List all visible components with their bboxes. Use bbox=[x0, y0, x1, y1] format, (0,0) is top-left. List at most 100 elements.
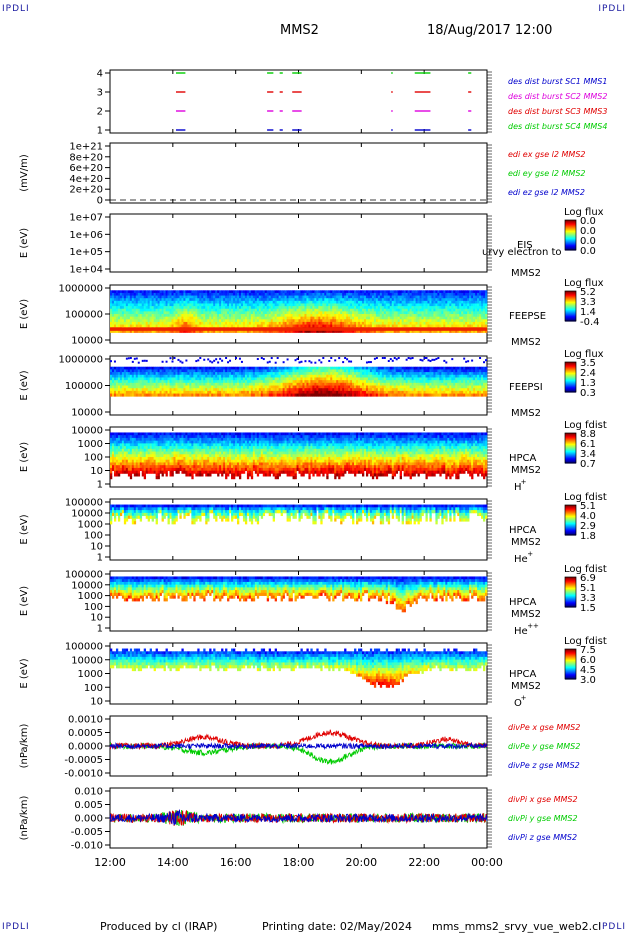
feepsi-heat-cell bbox=[340, 393, 343, 397]
feepse-heat-cell bbox=[155, 292, 158, 296]
feepsi-heat-cell bbox=[167, 393, 170, 397]
feepse-heat-cell bbox=[346, 300, 349, 304]
feepsi-heat-cell bbox=[375, 388, 379, 392]
feepse-heat-cell bbox=[246, 292, 250, 296]
feepsi-heat-cell bbox=[155, 393, 158, 397]
feepsi-heat-cell bbox=[161, 380, 164, 384]
feepse-heat-cell bbox=[167, 295, 170, 299]
feepse-heat-cell bbox=[320, 295, 323, 299]
feepse-heat-cell bbox=[177, 321, 180, 325]
feepsi-heat-cell bbox=[248, 372, 252, 376]
feepse-heat-cell bbox=[141, 324, 145, 328]
feepsi-heat-cell bbox=[209, 377, 212, 381]
feepse-heat-cell bbox=[389, 300, 393, 304]
feepse-cbar-step bbox=[565, 292, 576, 294]
feepse-heat-cell bbox=[137, 329, 141, 333]
feepse-heat-cell bbox=[133, 308, 137, 312]
feepsi-heat-cell bbox=[358, 382, 361, 386]
feepse-heat-cell bbox=[360, 300, 363, 304]
feepse-heat-cell bbox=[258, 319, 262, 323]
feepsi-heat-cell bbox=[266, 366, 270, 370]
feepsi-heat-cell bbox=[286, 382, 289, 386]
feepsi-heat-cell bbox=[169, 366, 172, 370]
feepsi-heat-cell bbox=[159, 374, 162, 378]
feepsi-heat-cell bbox=[123, 377, 127, 381]
feepsi-heat-cell bbox=[115, 393, 119, 397]
feepse-heat-cell bbox=[415, 316, 418, 320]
feepse-heat-cell bbox=[284, 290, 287, 294]
feepse-heat-cell bbox=[252, 324, 256, 328]
feepse-heat-cell bbox=[441, 321, 444, 325]
feepsi-heat-cell bbox=[369, 374, 373, 378]
feepsi-heat-cell bbox=[296, 366, 299, 370]
feepse-heat-cell bbox=[250, 329, 254, 333]
feepsi-heat-cell bbox=[215, 366, 218, 370]
feepse-heat-cell bbox=[296, 308, 299, 312]
feepse-heat-cell bbox=[361, 298, 365, 302]
feepse-heat-cell bbox=[284, 303, 287, 307]
feepsi-heat-cell bbox=[233, 388, 236, 392]
feepse-heat-cell bbox=[115, 303, 119, 307]
feepsi-heat-cell bbox=[252, 369, 256, 373]
feepse-heat-cell bbox=[139, 324, 143, 328]
feepsi-heat-cell bbox=[276, 369, 279, 373]
feepse-heat-cell bbox=[131, 308, 135, 312]
feepse-heat-cell bbox=[215, 303, 218, 307]
feepse-heat-cell bbox=[477, 303, 480, 307]
feepse-heat-cell bbox=[189, 300, 192, 304]
feepsi-heat-speckle bbox=[240, 360, 243, 363]
feepsi-heat-cell bbox=[113, 372, 117, 376]
feepse-heat-cell bbox=[268, 319, 272, 323]
feepse-heat-cell bbox=[316, 311, 319, 315]
feepse-heat-cell bbox=[467, 300, 470, 304]
feepse-heat-cell bbox=[342, 300, 345, 304]
feepse-heat-cell bbox=[215, 295, 218, 299]
feepse-heat-cell bbox=[207, 298, 210, 302]
feepse-heat-cell bbox=[165, 321, 168, 325]
feepse-heat-cell bbox=[286, 316, 289, 320]
feepse-heat-cell bbox=[264, 314, 268, 318]
feepsi-heat-cell bbox=[219, 388, 222, 392]
feepsi-heat-cell bbox=[338, 372, 341, 376]
feepse-heat-cell bbox=[445, 319, 448, 323]
feepse-heat-cell bbox=[248, 311, 252, 315]
feepsi-heat-cell bbox=[330, 390, 333, 394]
feepse-heat-cell bbox=[336, 308, 339, 312]
feepsi-heat-cell bbox=[336, 374, 339, 378]
feepse-heat-cell bbox=[111, 290, 115, 294]
feepsi-heat-cell bbox=[314, 380, 317, 384]
feepse-heat-cell bbox=[179, 292, 182, 296]
feepse-heat-cell bbox=[119, 290, 123, 294]
feepse-heat-cell bbox=[266, 324, 270, 328]
feepsi-heat-cell bbox=[236, 369, 240, 373]
feepse-heat-cell bbox=[369, 324, 373, 328]
feepse-heat-cell bbox=[167, 319, 170, 323]
feepse-heat-cell bbox=[185, 316, 188, 320]
feepsi-heat-cell bbox=[240, 390, 244, 394]
feepse-heat-cell bbox=[348, 303, 351, 307]
feepsi-heat-cell bbox=[310, 372, 313, 376]
feepsi-heat-cell bbox=[318, 374, 321, 378]
feepse-heat-cell bbox=[332, 319, 335, 323]
feepsi-heat-cell bbox=[203, 382, 206, 386]
feepse-heat-cell bbox=[244, 329, 248, 333]
feepsi-heat-cell bbox=[173, 372, 176, 376]
feepsi-heat-cell bbox=[272, 366, 275, 370]
feepse-heat-cell bbox=[193, 290, 196, 294]
feepse-heat-cell bbox=[127, 306, 131, 310]
feepsi-heat-cell bbox=[225, 393, 228, 397]
feepsi-heat-cell bbox=[117, 385, 121, 389]
feepsi-heat-cell bbox=[244, 377, 248, 381]
feepse-heat-cell bbox=[157, 292, 160, 296]
feepse-heat-cell bbox=[365, 300, 369, 304]
feepsi-heat-cell bbox=[290, 380, 293, 384]
feepse-heat-cell bbox=[429, 290, 432, 294]
feepsi-heat-cell bbox=[242, 366, 246, 370]
feepsi-heat-cell bbox=[256, 393, 260, 397]
feepse-heat-cell bbox=[117, 316, 121, 320]
feepse-heat-cell bbox=[205, 329, 208, 333]
feepse-heat-cell bbox=[348, 311, 351, 315]
feepse-heat-cell bbox=[282, 308, 285, 312]
feepsi-heat-cell bbox=[129, 388, 133, 392]
feepse-heat-cell bbox=[292, 292, 295, 296]
